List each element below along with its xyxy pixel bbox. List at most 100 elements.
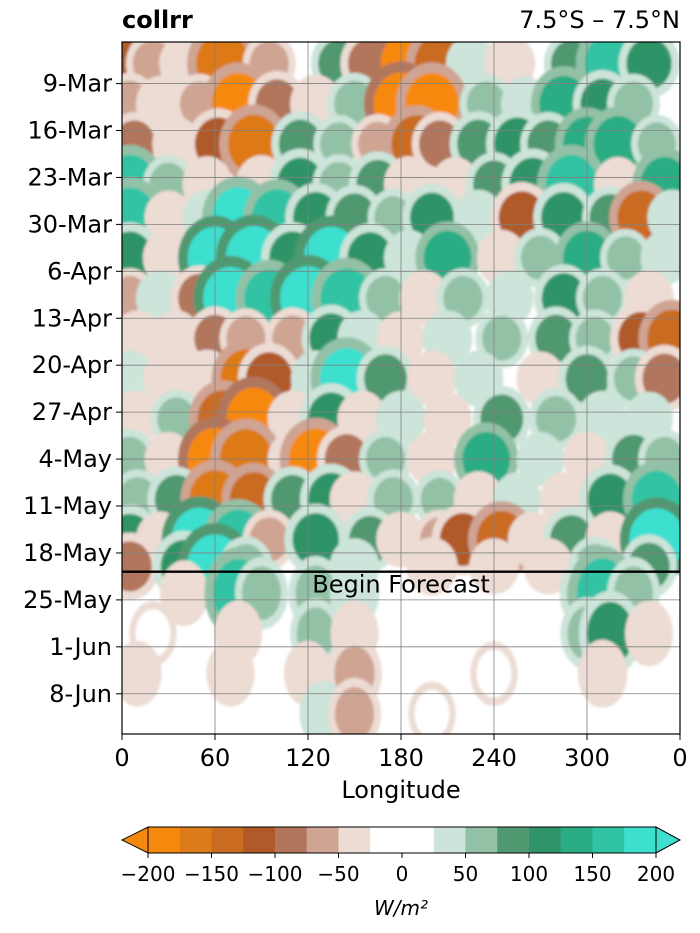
contour-cell <box>443 275 483 321</box>
contour-cell <box>646 237 680 279</box>
y-tick-label: 4-May <box>38 445 112 473</box>
y-tick-label: 1-Jun <box>49 633 112 661</box>
contour-cell <box>483 237 521 279</box>
colorbar-segment <box>148 827 181 853</box>
colorbar-extend-max <box>655 826 682 854</box>
contour-cell <box>149 236 188 280</box>
contour-cell <box>157 397 196 441</box>
colorbar-tick-label: 200 <box>637 862 675 886</box>
x-tick-label: 60 <box>200 744 231 772</box>
forecast-marker: Begin Forecast <box>122 570 680 599</box>
contour-cell <box>584 398 621 440</box>
colorbar-segment <box>465 827 498 853</box>
colorbar-segment <box>497 827 530 853</box>
colorbar-segment <box>275 827 308 853</box>
colorbar-unit-label: W/m² <box>374 896 428 920</box>
chart-title-left: collrr <box>122 6 193 34</box>
contour-cell <box>429 317 466 360</box>
contour-cell <box>122 541 152 592</box>
contour-cell <box>642 353 680 404</box>
contour-cell <box>122 357 149 400</box>
contour-cell <box>606 236 645 280</box>
contour-cell <box>593 116 643 172</box>
y-tick-label: 11-May <box>23 492 112 520</box>
colorbar-tick-label: −50 <box>317 862 359 886</box>
contour-cell <box>413 544 451 588</box>
contour-cell <box>142 277 180 319</box>
contour-cell <box>482 316 522 361</box>
colorbar-segment <box>338 827 371 853</box>
contour-cell <box>418 120 461 168</box>
contour-cell <box>150 197 187 238</box>
contour-cell <box>413 357 451 400</box>
colorbar-tick-label: 50 <box>453 862 478 886</box>
colorbar-tick-label: −150 <box>184 862 239 886</box>
x-tick-label: 0 <box>114 744 129 772</box>
contour-cell <box>631 609 667 658</box>
x-axis: 0 60 120 180 240 300 0 <box>114 734 688 772</box>
contour-cell <box>587 473 633 526</box>
contour-cell <box>212 649 249 699</box>
contour-cell <box>653 196 680 239</box>
colorbar-segment <box>243 827 276 853</box>
y-tick-label: 23-Mar <box>28 163 113 191</box>
colorbar-segment <box>560 827 593 853</box>
contour-cell <box>166 568 202 618</box>
contour-cell <box>460 357 497 400</box>
contour-cell <box>535 395 577 442</box>
contour-cell <box>158 123 195 165</box>
contour-cell <box>452 42 490 85</box>
colorbar-tick-label: −200 <box>121 862 176 886</box>
colorbar-tick-label: −100 <box>248 862 303 886</box>
colorbar-tick-label: 100 <box>510 862 548 886</box>
contour-cell <box>584 648 621 699</box>
y-tick-label: 16-Mar <box>28 117 113 145</box>
grid-lines <box>122 42 680 734</box>
x-tick-label: 120 <box>285 744 331 772</box>
contour-cell <box>522 358 559 399</box>
colorbar-segment <box>592 827 625 853</box>
colorbar-segment <box>624 827 657 853</box>
y-tick-label: 30-Mar <box>28 210 113 238</box>
colorbar-extend-min <box>120 826 149 854</box>
colorbar-segment <box>433 827 466 853</box>
contour-cell <box>373 477 413 522</box>
contour-cell <box>365 275 406 321</box>
x-tick-label: 0 <box>672 744 687 772</box>
colorbar-segment <box>179 827 212 853</box>
contour-cell <box>414 689 450 734</box>
contour-cell <box>122 317 156 360</box>
y-tick-label: 18-May <box>23 539 112 567</box>
contour-cell <box>460 196 497 239</box>
x-tick-label: 180 <box>378 744 424 772</box>
forecast-label: Begin Forecast <box>312 571 490 599</box>
contour-cell <box>405 277 443 319</box>
contour-cell <box>334 687 375 734</box>
y-tick-label: 6-Apr <box>47 257 112 285</box>
contour-cell <box>142 82 180 125</box>
contour-cell <box>535 314 577 362</box>
y-tick-label: 8-Jun <box>49 680 112 708</box>
colorbar-tick-label: 0 <box>396 862 409 886</box>
colorbar-segment <box>211 827 244 853</box>
y-tick-label: 13-Apr <box>32 304 112 332</box>
colorbar-segment <box>306 827 339 853</box>
contour-cell <box>149 357 188 401</box>
colorbar: −200 −150 −100 −50 0 50 100 150 200 <box>120 826 682 886</box>
contour-cell <box>320 122 358 166</box>
contour-cell <box>157 317 195 360</box>
x-axis-label: Longitude <box>341 776 460 804</box>
x-tick-label: 300 <box>564 744 610 772</box>
contour-cell <box>364 354 407 403</box>
y-tick-label: 20-Apr <box>32 351 112 379</box>
y-tick-label: 25-May <box>23 586 112 614</box>
y-axis: 9-Mar 16-Mar 23-Mar 30-Mar 6-Apr 13-Apr 20-Apr… <box>23 70 122 708</box>
y-tick-label: 9-Mar <box>43 70 112 98</box>
contour-cell <box>122 649 156 699</box>
y-tick-label: 27-Apr <box>32 398 112 426</box>
colorbar-segment <box>370 827 435 853</box>
colorbar-segment <box>529 827 562 853</box>
colorbar-tick-label: 150 <box>573 862 611 886</box>
contour-cell <box>529 545 567 588</box>
